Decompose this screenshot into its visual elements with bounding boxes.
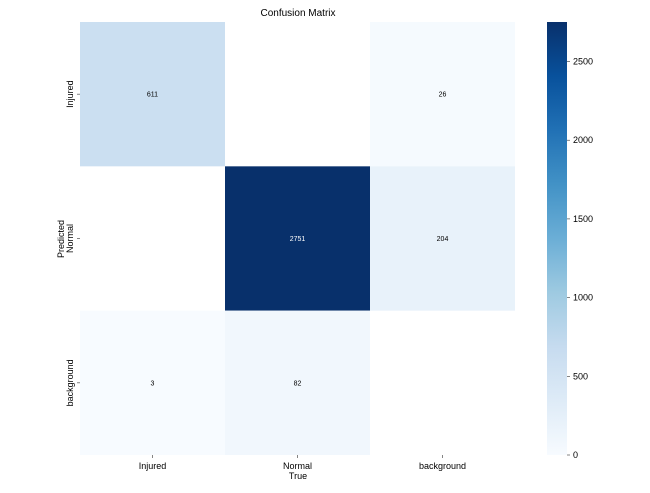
- cell-label: 2751: [290, 236, 306, 243]
- cell-label: 611: [147, 92, 158, 99]
- heatmap-cell: [80, 310, 225, 455]
- cell-label: 82: [294, 380, 302, 387]
- x-tick-label: background: [419, 461, 466, 471]
- colorbar-tick-label: 0: [573, 450, 578, 460]
- heatmap-cell: [370, 22, 515, 167]
- heatmap-cell: [80, 22, 225, 167]
- x-axis-label: True: [289, 471, 307, 481]
- cell-label: 204: [437, 236, 449, 243]
- colorbar-tick-label: 1000: [573, 293, 593, 303]
- chart-title: Confusion Matrix: [260, 8, 335, 19]
- x-tick-label: Injured: [139, 461, 167, 471]
- heatmap-cell: [225, 310, 370, 455]
- colorbar: [547, 22, 567, 455]
- y-tick-label: Injured: [65, 80, 75, 108]
- heatmap-cell: [370, 166, 515, 311]
- colorbar-tick-label: 2000: [573, 135, 593, 145]
- y-tick-label: background: [65, 359, 75, 406]
- y-axis-label: Predicted: [56, 220, 66, 258]
- cell-label: 26: [439, 92, 447, 99]
- colorbar-tick-label: 1500: [573, 214, 593, 224]
- y-tick-label: Normal: [65, 224, 75, 253]
- x-tick-label: Normal: [283, 461, 312, 471]
- colorbar-tick-label: 500: [573, 371, 588, 381]
- heatmap-cell: [225, 166, 370, 311]
- colorbar-tick-label: 2500: [573, 57, 593, 67]
- cell-label: 3: [151, 380, 155, 387]
